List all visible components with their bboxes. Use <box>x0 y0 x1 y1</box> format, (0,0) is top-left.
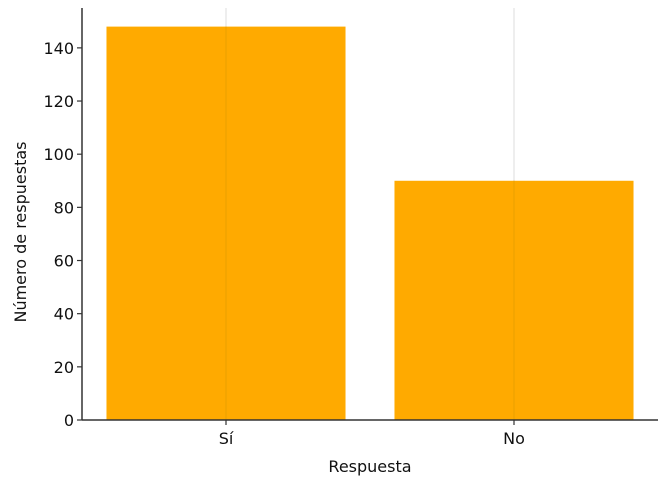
y-tick-label: 60 <box>54 252 74 271</box>
y-tick-label: 40 <box>54 305 74 324</box>
x-tick-label: No <box>503 429 525 448</box>
y-tick-label: 120 <box>43 92 74 111</box>
y-tick-label: 0 <box>64 411 74 430</box>
y-tick-label: 100 <box>43 145 74 164</box>
x-axis-label: Respuesta <box>328 457 411 476</box>
y-tick-label: 140 <box>43 39 74 58</box>
x-tick-label: Sí <box>219 429 234 448</box>
axes-layer: 0 20 40 60 80 100 120 140 Sí No <box>43 8 658 448</box>
bars-layer <box>106 26 634 421</box>
labels-layer: Respuesta Número de respuestas <box>11 141 412 476</box>
y-tick-label: 20 <box>54 358 74 377</box>
y-tick-label: 80 <box>54 198 74 217</box>
y-axis-label: Número de respuestas <box>11 141 30 322</box>
